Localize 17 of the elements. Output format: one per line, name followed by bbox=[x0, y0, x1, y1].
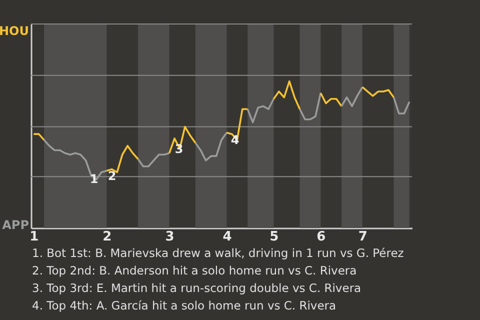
annotation: 2 bbox=[108, 169, 116, 183]
x-tick-label: 6 bbox=[316, 230, 326, 244]
text: APP bbox=[2, 218, 30, 232]
x-tick-label: 1 bbox=[30, 230, 39, 244]
text: HOU bbox=[0, 24, 29, 38]
text: 2. Top 2nd: B. Anderson hit a solo home run vs C. Rivera bbox=[32, 264, 357, 278]
x-tick-label: 3 bbox=[165, 230, 174, 244]
x-tick-label: 4 bbox=[222, 230, 232, 244]
x-tick-label: 2 bbox=[102, 230, 112, 244]
annotation: 4 bbox=[230, 133, 240, 147]
x-tick-label: 5 bbox=[270, 230, 279, 244]
x-tick-label: 7 bbox=[358, 230, 368, 244]
annotation: 3 bbox=[174, 142, 184, 156]
annotation: 1 bbox=[90, 172, 98, 186]
text: 3. Top 3rd: E. Martin hit a run-scoring double vs C. Rivera bbox=[32, 281, 362, 295]
text: 4. Top 4th: A. García hit a solo home run vs C. Rivera bbox=[32, 298, 336, 312]
text: 1. Bot 1st: B. Marievska drew a walk, driving in 1 run vs G. Pérez bbox=[32, 246, 404, 260]
